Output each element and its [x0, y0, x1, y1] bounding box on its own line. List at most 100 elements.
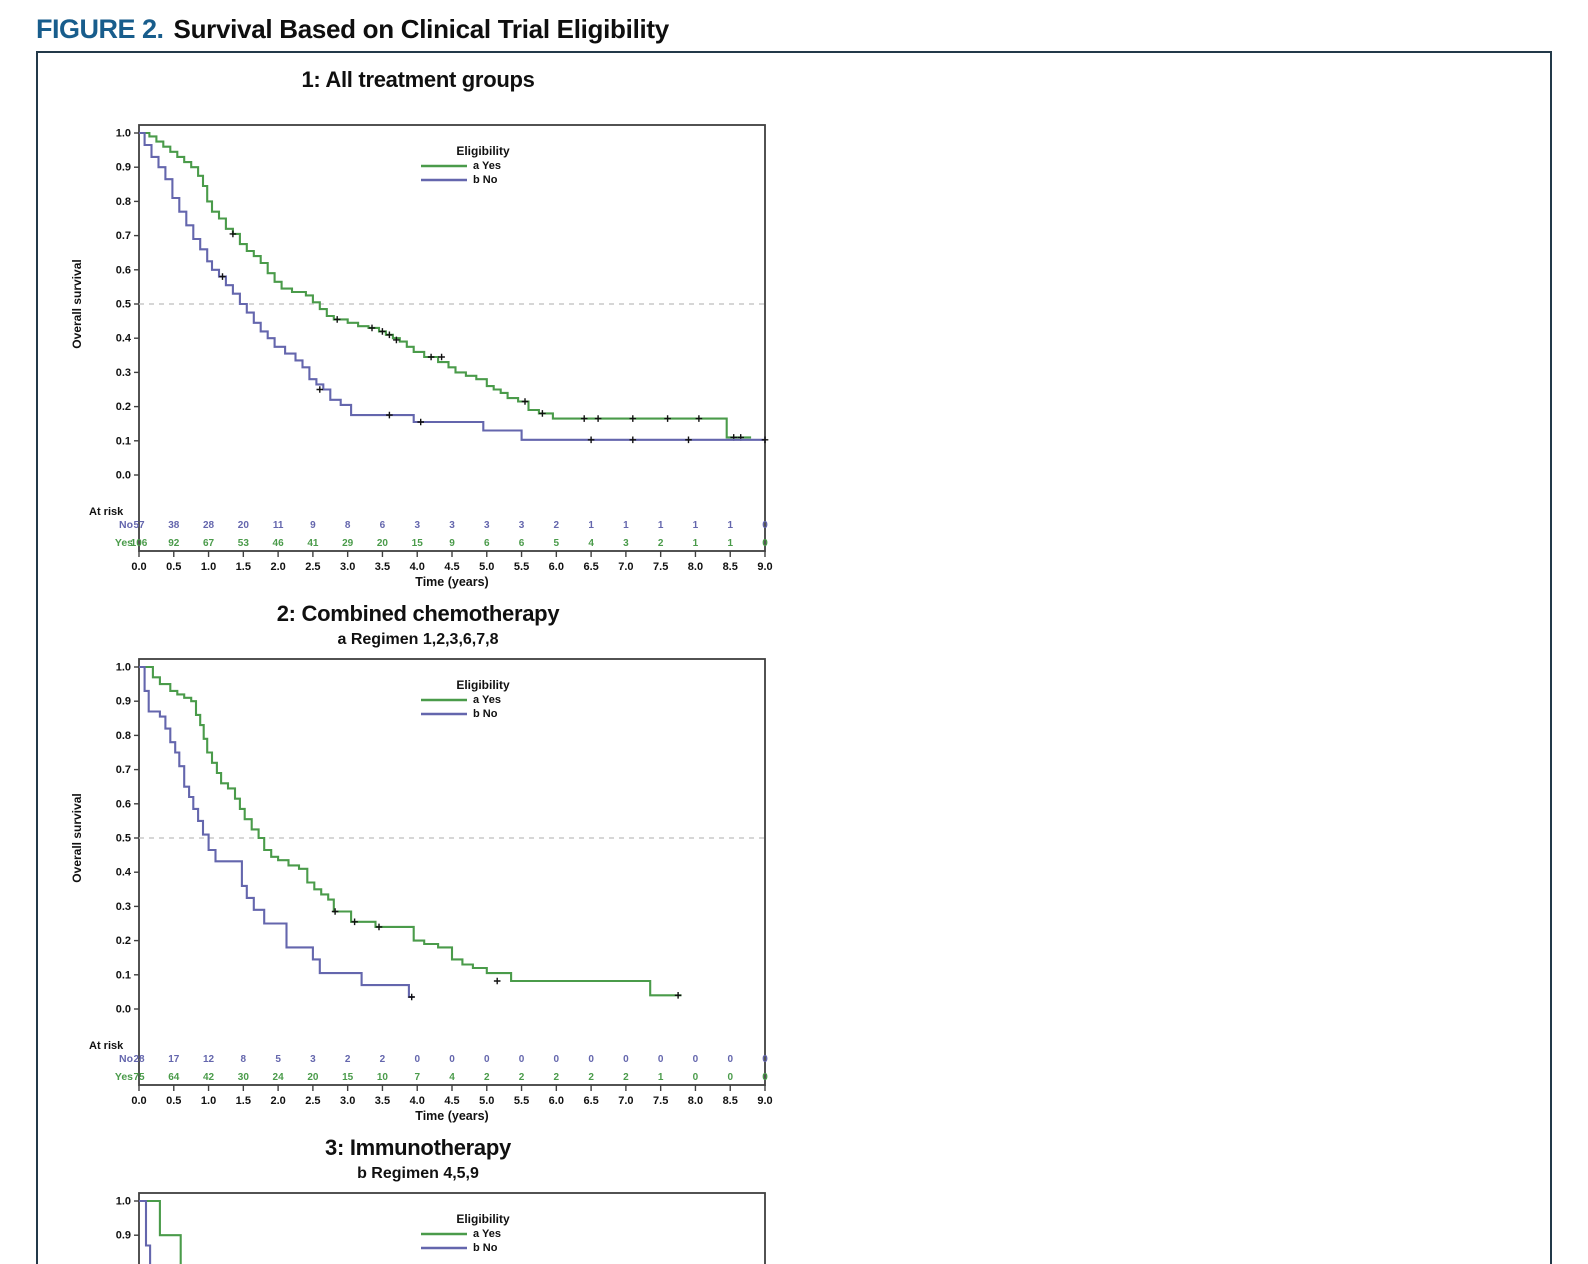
at-risk-row-label-no: No	[119, 519, 133, 531]
x-tick-label: 2.0	[270, 1095, 285, 1107]
x-tick-label: 3.0	[340, 1095, 355, 1107]
panel-all-treatment-groups: 1: All treatment groups 0.0 0.1 0.2 0.3 0.4 0…	[40, 57, 796, 591]
at-risk-value: 2	[588, 1072, 594, 1083]
at-risk-value: 92	[168, 538, 180, 549]
at-risk-value: 46	[273, 538, 285, 549]
at-risk-value: 30	[238, 1072, 250, 1083]
at-risk-value: 0	[693, 1072, 699, 1083]
x-tick-label: 7.5	[653, 561, 668, 573]
x-tick-label: 0.5	[166, 561, 181, 573]
y-tick-label: 0.9	[116, 696, 131, 708]
panel-subtitle: a Regimen 1,2,3,6,7,8	[337, 631, 499, 648]
at-risk-value: 0	[449, 1054, 455, 1065]
at-risk-value: 1	[727, 538, 733, 549]
plot-frame	[138, 124, 766, 552]
x-tick-label: 7.5	[653, 1095, 668, 1107]
at-risk-value: 0	[762, 520, 768, 531]
at-risk-value: 20	[307, 1072, 319, 1083]
x-tick-label: 2.5	[305, 1095, 320, 1107]
at-risk-value: 3	[414, 520, 420, 531]
at-risk-value: 2	[623, 1072, 629, 1083]
x-tick-label: 7.0	[618, 561, 633, 573]
x-tick-label: 4.0	[410, 1095, 425, 1107]
panel-title: 1: All treatment groups	[301, 67, 535, 92]
x-tick-label: 6.5	[583, 561, 598, 573]
at-risk-value: 10	[377, 1072, 389, 1083]
at-risk-value: 3	[484, 520, 490, 531]
at-risk-value: 0	[623, 1054, 629, 1065]
at-risk-value: 0	[727, 1054, 733, 1065]
y-tick-label: 0.9	[116, 162, 131, 174]
at-risk-value: 11	[273, 520, 284, 531]
x-tick-label: 5.5	[514, 1095, 529, 1107]
at-risk-value: 0	[484, 1054, 490, 1065]
y-tick-label: 0.2	[116, 401, 131, 413]
at-risk-value: 67	[203, 538, 215, 549]
y-tick-label: 0.5	[116, 299, 131, 311]
at-risk-label: At risk	[89, 506, 124, 518]
at-risk-value: 15	[342, 1072, 354, 1083]
at-risk-value: 53	[238, 538, 250, 549]
at-risk-value: 1	[658, 520, 664, 531]
at-risk-row-label-no: No	[119, 1053, 133, 1065]
legend-title: Eligibility	[456, 678, 510, 692]
at-risk-value: 1	[623, 520, 629, 531]
y-tick-label: 0.7	[116, 764, 131, 776]
x-tick-label: 3.5	[375, 1095, 390, 1107]
at-risk-value: 0	[762, 1054, 768, 1065]
figure-label: FIGURE 2.	[36, 14, 164, 44]
censor-marks-yes	[229, 230, 744, 441]
at-risk-value: 3	[449, 520, 455, 531]
x-tick-label: 0.5	[166, 1095, 181, 1107]
panel-title: 2: Combined chemotherapy	[276, 601, 560, 626]
at-risk-value: 29	[342, 538, 354, 549]
at-risk-value: 1	[658, 1072, 664, 1083]
y-tick-label: 1.0	[116, 1196, 131, 1208]
x-tick-label: 0.0	[131, 1095, 146, 1107]
at-risk-value: 2	[519, 1072, 525, 1083]
legend: Eligibility a Yes b No	[421, 144, 510, 186]
legend: Eligibility a Yes b No	[421, 1212, 510, 1254]
plot-frame	[138, 658, 766, 1086]
x-tick-label: 4.0	[410, 561, 425, 573]
y-tick-label: 0.1	[116, 969, 131, 981]
y-tick-label: 0.0	[116, 1004, 131, 1016]
x-tick-label: 8.5	[723, 561, 738, 573]
at-risk-value: 24	[273, 1072, 285, 1083]
y-tick-label: 0.2	[116, 935, 131, 947]
at-risk-value: 6	[484, 538, 490, 549]
y-tick-label: 0.4	[116, 867, 132, 879]
y-tick-label: 0.8	[116, 730, 131, 742]
survival-curve-yes	[139, 665, 682, 997]
at-risk-value: 28	[203, 520, 215, 531]
at-risk-value: 2	[380, 1054, 386, 1065]
at-risk-value: 2	[554, 520, 560, 531]
at-risk-value: 20	[377, 538, 389, 549]
y-tick-label: 1.0	[116, 128, 131, 140]
x-tick-label: 9.0	[757, 561, 772, 573]
legend-label: a Yes	[473, 160, 501, 172]
at-risk-value: 0	[693, 1054, 699, 1065]
legend: Eligibility a Yes b No	[421, 678, 510, 720]
x-tick-label: 5.0	[479, 1095, 494, 1107]
at-risk-value: 0	[762, 538, 768, 549]
x-tick-label: 2.0	[270, 561, 285, 573]
at-risk-value: 3	[310, 1054, 316, 1065]
x-tick-label: 1.5	[236, 561, 251, 573]
at-risk-value: 0	[554, 1054, 560, 1065]
at-risk-value: 1	[727, 520, 733, 531]
legend-label: b No	[473, 708, 498, 720]
legend-label: b No	[473, 1242, 498, 1254]
panel-immunotherapy: 3: Immunotherapy b Regimen 4,5,9 0.00.10…	[40, 1125, 796, 1264]
x-tick-label: 6.5	[583, 1095, 598, 1107]
legend-title: Eligibility	[456, 144, 510, 158]
at-risk-value: 64	[168, 1072, 180, 1083]
x-axis-title: Time (years)	[415, 1109, 488, 1123]
y-axis: 0.0 0.1 0.2 0.3 0.4 0.5 0.6 0.7 0.8 0.9 1.0 Overall…	[70, 128, 139, 482]
y-tick-label: 1.0	[116, 662, 131, 674]
x-axis: 0.0 0.5 1.0 1.5 2.0 2.5 3.0 3.5 4.0 4.5 5.0 5.5 6.0 6…	[131, 551, 773, 589]
at-risk-value: 1	[693, 520, 699, 531]
x-tick-label: 1.5	[236, 1095, 251, 1107]
